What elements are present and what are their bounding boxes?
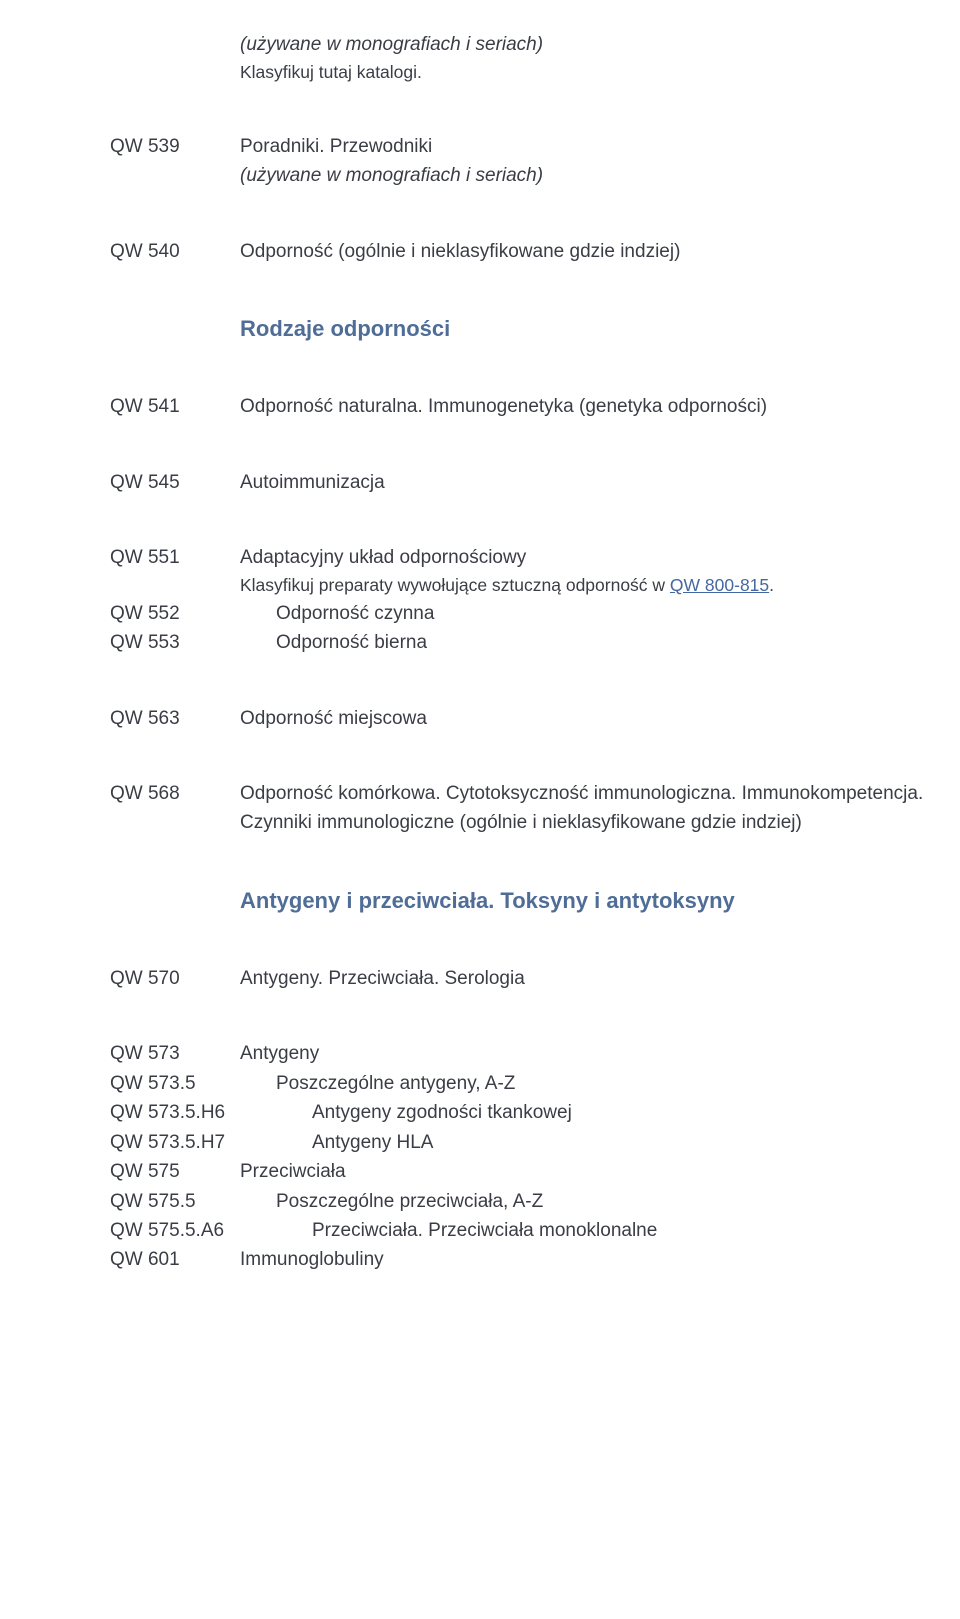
entry-block: QW 539 Poradniki. Przewodniki (używane w… xyxy=(0,132,960,191)
entry-code: QW 575.5 xyxy=(0,1187,240,1216)
section-heading-block: Rodzaje odporności xyxy=(0,312,960,346)
entry-block: QW 563 Odporność miejscowa xyxy=(0,704,960,733)
entry-code: QW 575.5.A6 xyxy=(0,1216,240,1245)
section-heading-block: Antygeny i przeciwciała. Toksyny i antyt… xyxy=(0,884,960,918)
entry-desc: Przeciwciała. Przeciwciała monoklonalne xyxy=(240,1220,657,1241)
entry-desc: Odporność naturalna. Immunogenetyka (gen… xyxy=(240,392,960,421)
entry-group: QW 573 Antygeny QW 573.5 Poszczególne an… xyxy=(0,1039,960,1275)
entry-desc: Antygeny xyxy=(240,1039,960,1068)
entry-block: QW 540 Odporność (ogólnie i nieklasyfiko… xyxy=(0,237,960,266)
entry-code: QW 570 xyxy=(0,964,240,993)
entry-code: QW 551 xyxy=(0,543,240,572)
entry-desc: Odporność miejscowa xyxy=(240,704,960,733)
entry-block: QW 568 Odporność komórkowa. Cytotoksyczn… xyxy=(0,779,960,838)
note-text: Klasyfikuj tutaj katalogi. xyxy=(240,59,940,85)
entry-desc: Odporność bierna xyxy=(240,632,427,653)
entry-code: QW 601 xyxy=(0,1245,240,1274)
entry-desc: Poszczególne antygeny, A-Z xyxy=(240,1073,515,1094)
entry-code: QW 545 xyxy=(0,468,240,497)
entry-code: QW 568 xyxy=(0,779,240,808)
entry-code: QW 573.5 xyxy=(0,1069,240,1098)
entry-code: QW 573.5.H7 xyxy=(0,1128,240,1157)
entry-desc: Autoimmunizacja xyxy=(240,468,960,497)
entry-block: QW 545 Autoimmunizacja xyxy=(0,468,960,497)
note-text: Klasyfikuj preparaty wywołujące sztuczną… xyxy=(240,572,940,598)
top-note-block: (używane w monografiach i seriach) Klasy… xyxy=(0,30,960,86)
entry-code: QW 563 xyxy=(0,704,240,733)
entry-code: QW 539 xyxy=(0,132,240,161)
note-prefix: Klasyfikuj preparaty wywołujące sztuczną… xyxy=(240,575,670,595)
entry-desc: Poszczególne przeciwciała, A-Z xyxy=(240,1191,543,1212)
entry-code: QW 573 xyxy=(0,1039,240,1068)
entry-desc: Poradniki. Przewodniki xyxy=(240,132,940,161)
entry-code: QW 552 xyxy=(0,599,240,628)
section-heading: Antygeny i przeciwciała. Toksyny i antyt… xyxy=(240,884,960,918)
entry-code: QW 541 xyxy=(0,392,240,421)
entry-desc: Odporność czynna xyxy=(240,603,434,624)
note-text: (używane w monografiach i seriach) xyxy=(240,161,940,190)
entry-desc: Antygeny. Przeciwciała. Serologia xyxy=(240,964,960,993)
entry-desc: Antygeny zgodności tkankowej xyxy=(240,1102,572,1123)
note-link[interactable]: QW 800-815 xyxy=(670,575,769,595)
document-page: (używane w monografiach i seriach) Klasy… xyxy=(0,0,960,1315)
entry-desc: Immunoglobuliny xyxy=(240,1245,960,1274)
note-text: (używane w monografiach i seriach) xyxy=(240,30,940,59)
entry-code: QW 573.5.H6 xyxy=(0,1098,240,1127)
entry-desc: Przeciwciała xyxy=(240,1157,960,1186)
section-heading: Rodzaje odporności xyxy=(240,312,960,346)
entry-code: QW 540 xyxy=(0,237,240,266)
note-suffix: . xyxy=(769,575,774,595)
entry-code: QW 575 xyxy=(0,1157,240,1186)
entry-block: QW 570 Antygeny. Przeciwciała. Serologia xyxy=(0,964,960,993)
entry-desc: Adaptacyjny układ odpornościowy xyxy=(240,543,940,572)
entry-block: QW 541 Odporność naturalna. Immunogenety… xyxy=(0,392,960,421)
entry-group: QW 551 Adaptacyjny układ odpornościowy K… xyxy=(0,543,960,658)
entry-desc: Odporność (ogólnie i nieklasyfikowane gd… xyxy=(240,237,960,266)
entry-code: QW 553 xyxy=(0,628,240,657)
entry-desc: Odporność komórkowa. Cytotoksyczność imm… xyxy=(240,779,960,838)
entry-desc: Antygeny HLA xyxy=(240,1132,433,1153)
